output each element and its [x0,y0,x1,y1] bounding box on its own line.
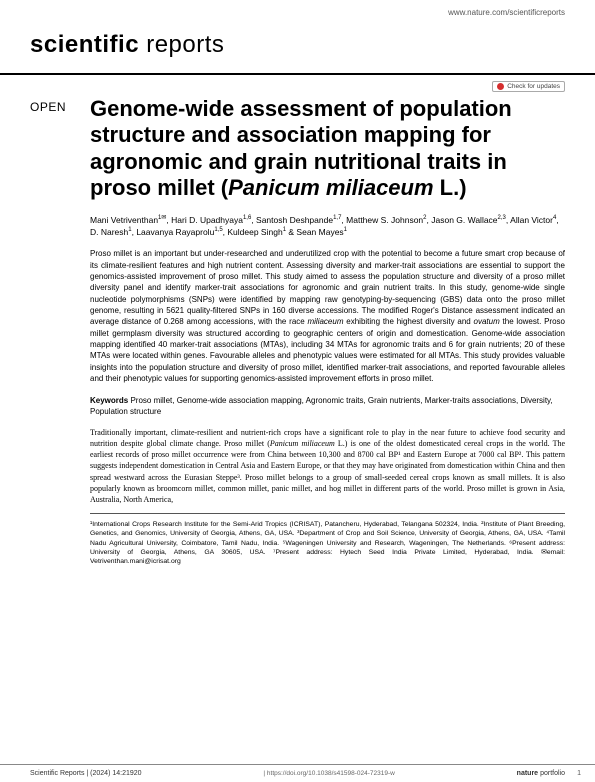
keywords-label: Keywords [90,396,128,405]
updates-dot-icon [497,83,504,90]
article-title: Genome-wide assessment of population str… [90,96,565,202]
footer-doi: | https://doi.org/10.1038/s41598-024-723… [263,770,394,777]
affiliations: ¹International Crops Research Institute … [90,513,565,566]
title-species: Panicum miliaceum [228,175,433,200]
main-column: Genome-wide assessment of population str… [90,96,565,566]
abstract-italic2: ovatum [474,317,500,326]
left-column: OPEN [30,96,90,566]
journal-word1: scientific [30,31,139,58]
abstract-tail: the lowest. Proso millet germplasm diver… [90,317,565,383]
body-paragraph-1: Traditionally important, climate-resilie… [90,427,565,505]
abstract-italic1: miliaceum [307,317,343,326]
abstract-a: Proso millet is an important but under-r… [90,249,565,326]
footer-brand: natureportfolio [517,770,565,777]
body-p1-species: Panicum miliaceum [270,439,335,448]
footer-brand-word: portfolio [540,770,565,777]
title-tail: L.) [434,175,467,200]
journal-name: scientific reports [30,31,224,58]
journal-header: scientific reports [0,21,595,75]
open-access-tag: OPEN [30,100,90,114]
abstract: Proso millet is an important but under-r… [90,248,565,384]
content-region: OPEN Genome-wide assessment of populatio… [0,92,595,566]
abstract-mid: exhibiting the highest diversity and [344,317,474,326]
check-updates-badge[interactable]: Check for updates [492,81,565,92]
top-url: www.nature.com/scientificreports [0,0,595,21]
footer-citation: Scientific Reports | (2024) 14:21920 [30,770,142,777]
journal-word2: reports [146,31,224,58]
updates-row: Check for updates [0,75,595,92]
keywords: Keywords Proso millet, Genome-wide assoc… [90,395,565,417]
page-footer: Scientific Reports | (2024) 14:21920 | h… [0,764,595,782]
updates-label: Check for updates [507,83,560,90]
body-p1b: L.) is one of the oldest domesticated ce… [90,439,565,504]
authors-list: Mani Vetriventhan1✉, Hari D. Upadhyaya1,… [90,214,565,239]
page-number: 1 [577,770,581,777]
footer-brand-bold: nature [517,770,538,777]
keywords-text: Proso millet, Genome-wide association ma… [90,396,553,416]
